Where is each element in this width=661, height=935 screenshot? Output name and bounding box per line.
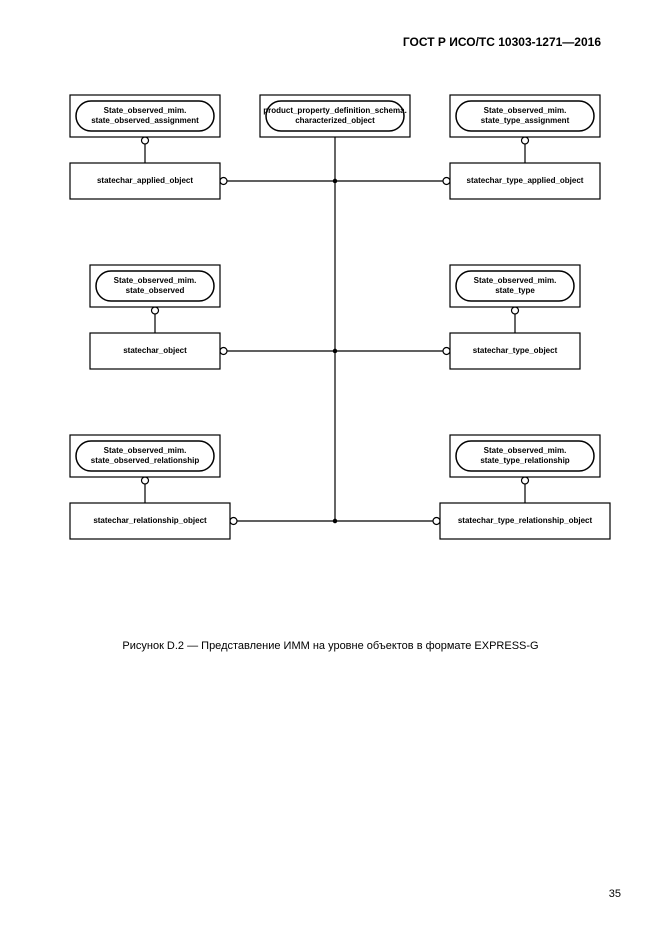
node-label: statechar_applied_object (97, 176, 193, 185)
node-label: state_observed (126, 286, 185, 295)
node-label: characterized_object (295, 116, 375, 125)
node-label: State_observed_mim. (104, 106, 187, 115)
expressg-diagram: product_property_definition_schema.chara… (55, 85, 615, 605)
node-label: statechar_type_object (473, 346, 558, 355)
diagram-figure: product_property_definition_schema.chara… (55, 85, 615, 605)
node-label: State_observed_mim. (104, 446, 187, 455)
node-label: state_observed_relationship (91, 456, 200, 465)
node-label: State_observed_mim. (484, 106, 567, 115)
node-label: statechar_object (123, 346, 187, 355)
node-label: State_observed_mim. (474, 276, 557, 285)
node-label: statechar_type_relationship_object (458, 516, 593, 525)
figure-caption: Рисунок D.2 — Представление ИММ на уровн… (0, 640, 661, 652)
node-label: state_type_assignment (481, 116, 570, 125)
node-label: product_property_definition_schema. (263, 106, 407, 115)
node-label: statechar_type_applied_object (467, 176, 584, 185)
node-label: state_type (495, 286, 535, 295)
node-label: State_observed_mim. (484, 446, 567, 455)
node-label: State_observed_mim. (114, 276, 197, 285)
node-label: state_type_relationship (480, 456, 569, 465)
node-label: statechar_relationship_object (93, 516, 207, 525)
page-number: 35 (609, 888, 621, 900)
node-label: state_observed_assignment (91, 116, 199, 125)
doc-header: ГОСТ Р ИСО/ТС 10303-1271—2016 (403, 35, 601, 49)
page: ГОСТ Р ИСО/ТС 10303-1271—2016 product_pr… (0, 0, 661, 935)
